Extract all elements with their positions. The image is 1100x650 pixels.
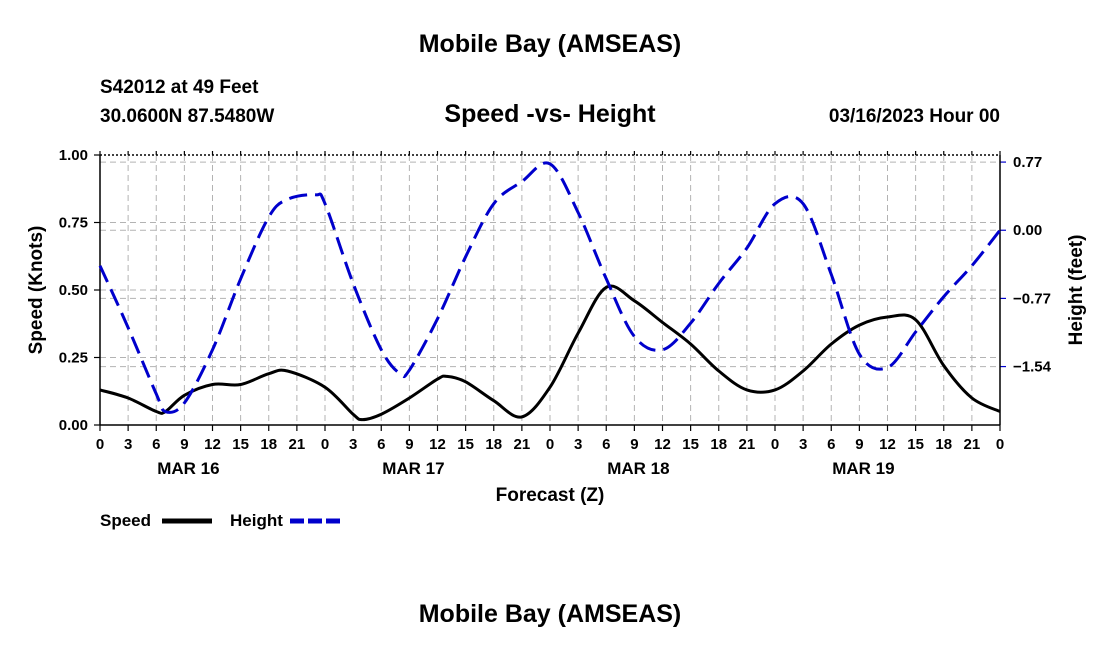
x-tick-label: 3 <box>799 436 807 453</box>
station-label: S42012 at 49 Feet <box>100 77 259 98</box>
x-tick-label: 6 <box>602 436 610 453</box>
x-tick-label: 12 <box>879 436 896 453</box>
x-tick-label: 21 <box>739 436 756 453</box>
x-tick-label: 21 <box>514 436 531 453</box>
legend-label-height: Height <box>230 511 283 530</box>
day-label: MAR 18 <box>607 459 669 478</box>
chart-main-title: Mobile Bay (AMSEAS) <box>418 30 682 58</box>
day-label: MAR 17 <box>382 459 444 478</box>
x-tick-label: 0 <box>771 436 779 453</box>
x-axis-title: Forecast (Z) <box>496 485 605 506</box>
x-tick-label: 18 <box>710 436 727 453</box>
x-tick-label: 9 <box>180 436 188 453</box>
coordinates-label: 30.0600N 87.5480W <box>100 106 275 127</box>
x-tick-label: 12 <box>204 436 221 453</box>
x-tick-label: 0 <box>996 436 1004 453</box>
series-line-height <box>98 161 1002 414</box>
day-label: MAR 19 <box>832 459 894 478</box>
x-tick-label: 6 <box>377 436 385 453</box>
x-tick-label: 12 <box>654 436 671 453</box>
y-right-tick-label: −1.54 <box>1013 359 1052 376</box>
y-right-tick-label: 0.77 <box>1013 154 1042 171</box>
y-left-tick-label: 0.25 <box>59 350 88 367</box>
x-tick-label: 0 <box>546 436 554 453</box>
x-tick-label: 9 <box>630 436 638 453</box>
x-tick-label: 15 <box>232 436 249 453</box>
x-tick-label: 12 <box>429 436 446 453</box>
y-left-tick-label: 0.00 <box>59 417 88 434</box>
y-right-axis-title: Height (feet) <box>1066 235 1087 346</box>
x-tick-label: 9 <box>855 436 863 453</box>
x-tick-label: 15 <box>682 436 699 453</box>
x-tick-label: 18 <box>935 436 952 453</box>
chart-subtitle: Speed -vs- Height <box>444 100 656 128</box>
x-tick-label: 9 <box>405 436 413 453</box>
x-tick-label: 3 <box>349 436 357 453</box>
day-label: MAR 16 <box>157 459 219 478</box>
x-tick-label: 15 <box>907 436 924 453</box>
y-left-axis-title: Speed (Knots) <box>26 226 47 355</box>
legend-label-speed: Speed <box>100 511 151 530</box>
x-tick-label: 3 <box>574 436 582 453</box>
y-right-tick-label: 0.00 <box>1013 222 1042 239</box>
forecast-datetime: 03/16/2023 Hour 00 <box>828 106 1000 127</box>
x-tick-label: 18 <box>485 436 502 453</box>
y-left-tick-label: 0.75 <box>59 215 88 232</box>
x-tick-label: 21 <box>964 436 981 453</box>
series-line-speed <box>99 284 1001 422</box>
x-tick-label: 0 <box>321 436 329 453</box>
x-tick-label: 6 <box>827 436 835 453</box>
x-tick-label: 6 <box>152 436 160 453</box>
x-tick-label: 3 <box>124 436 132 453</box>
y-left-tick-label: 0.50 <box>59 282 88 299</box>
x-tick-label: 21 <box>289 436 306 453</box>
y-right-tick-label: −0.77 <box>1013 290 1051 307</box>
y-left-tick-label: 1.00 <box>59 147 88 164</box>
x-tick-label: 15 <box>457 436 474 453</box>
x-tick-label: 0 <box>96 436 104 453</box>
bottom-chart-title: Mobile Bay (AMSEAS) <box>418 600 682 628</box>
x-tick-label: 18 <box>260 436 277 453</box>
